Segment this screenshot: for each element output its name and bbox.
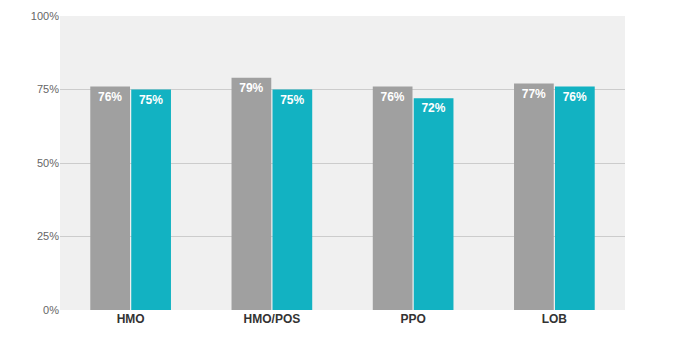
svg-text:HMO/POS: HMO/POS [244, 312, 301, 326]
svg-text:50%: 50% [37, 157, 59, 169]
svg-text:77%: 77% [522, 87, 546, 101]
svg-text:100%: 100% [31, 10, 59, 22]
svg-text:79%: 79% [239, 81, 263, 95]
svg-text:LOB: LOB [542, 312, 568, 326]
svg-text:75%: 75% [37, 83, 59, 95]
svg-text:72%: 72% [421, 101, 445, 115]
svg-text:25%: 25% [37, 230, 59, 242]
svg-text:76%: 76% [98, 90, 122, 104]
svg-text:75%: 75% [280, 93, 304, 107]
svg-text:HMO: HMO [117, 312, 145, 326]
svg-text:76%: 76% [380, 90, 404, 104]
svg-text:PPO: PPO [400, 312, 425, 326]
svg-text:75%: 75% [139, 93, 163, 107]
svg-text:0%: 0% [43, 304, 59, 316]
svg-text:76%: 76% [563, 90, 587, 104]
